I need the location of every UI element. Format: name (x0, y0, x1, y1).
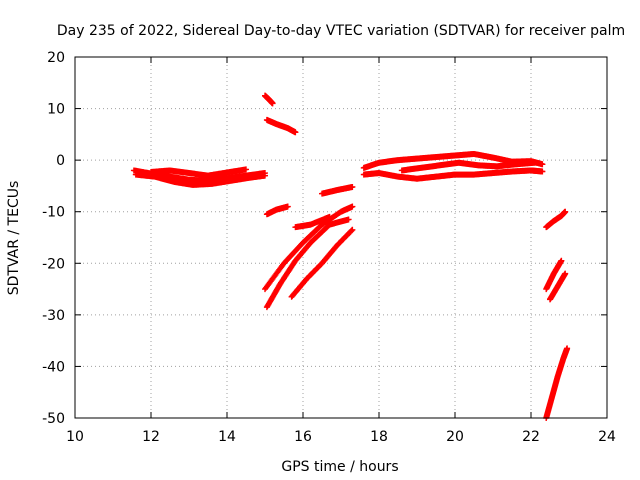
data-point (347, 228, 354, 235)
data-point (348, 184, 355, 191)
data-point (348, 203, 355, 210)
data-series (319, 183, 356, 197)
data-point (292, 129, 299, 136)
data-point (279, 262, 286, 269)
data-series (398, 159, 538, 174)
data-point (538, 161, 545, 168)
data-series (543, 345, 571, 421)
data-series (288, 226, 356, 300)
x-tick-label: 22 (522, 429, 540, 445)
data-point (561, 271, 568, 278)
y-tick-label: -30 (42, 308, 65, 324)
y-tick-label: -10 (42, 205, 65, 221)
data-points (130, 92, 571, 421)
x-tick-label: 16 (294, 429, 312, 445)
y-tick-label: 0 (56, 153, 65, 169)
x-tick-label: 14 (218, 429, 236, 445)
data-series (263, 116, 299, 136)
data-series (132, 171, 268, 188)
data-point (290, 260, 297, 267)
x-tick-label: 20 (446, 429, 464, 445)
data-point (298, 241, 305, 248)
data-point (269, 100, 276, 107)
data-series (263, 203, 291, 218)
plot-frame (74, 56, 608, 419)
data-series (543, 208, 569, 231)
data-series (148, 166, 249, 179)
data-series (543, 257, 565, 293)
y-tick-label: 20 (47, 50, 65, 66)
y-tick-label: -40 (42, 359, 65, 375)
y-tick-label: -20 (42, 256, 65, 272)
y-axis-label: SDTVAR / TECUs (6, 181, 22, 296)
data-point (284, 203, 291, 210)
data-point (242, 166, 249, 173)
x-tick-label: 24 (598, 429, 616, 445)
data-point (563, 345, 570, 352)
data-series (262, 92, 276, 107)
data-point (558, 258, 565, 265)
data-point (261, 172, 268, 179)
data-series (263, 216, 352, 311)
x-axis-label: GPS time / hours (281, 459, 398, 475)
axis-ticks: 10 12 14 16 18 20 22 24 20 10 0 -10 -20 -30 -40 -50 (42, 50, 616, 445)
data-series (360, 167, 546, 182)
x-tick-label: 10 (66, 429, 84, 445)
data-point (348, 227, 355, 234)
data-point (530, 159, 537, 166)
grid-lines (75, 57, 607, 418)
y-tick-label: -50 (42, 411, 65, 427)
data-point (325, 214, 332, 221)
x-tick-label: 12 (142, 429, 160, 445)
data-point (538, 168, 545, 175)
data-point (344, 216, 351, 223)
x-tick-label: 18 (370, 429, 388, 445)
data-series (292, 213, 333, 231)
y-tick-label: 10 (47, 102, 65, 118)
data-series (547, 270, 569, 303)
data-point (562, 208, 569, 215)
chart-title: Day 235 of 2022, Sidereal Day-to-day VTE… (57, 23, 625, 39)
